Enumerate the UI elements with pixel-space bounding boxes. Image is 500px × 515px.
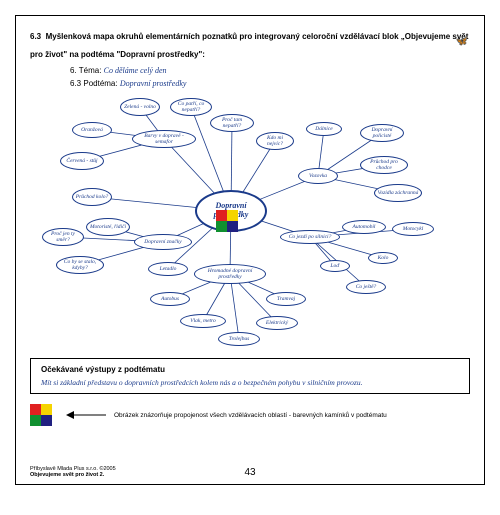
node-n28: Vlak, metro [180,314,226,328]
outcomes-text: Mít si základní představu o dopravních p… [41,378,459,387]
node-n10: Vozovka [298,168,338,184]
node-n21: Automobil [342,220,386,234]
node-n25: Co ještě? [346,280,386,294]
node-n23: Loď [320,260,350,272]
butterfly-icon: 🦋 [456,36,468,47]
center-four-squares-icon [216,210,244,232]
node-n22: Motocykl [392,222,434,236]
node-n11: Průchod pro chodce [360,156,408,174]
four-squares-icon [30,404,58,426]
node-n27: Tramvaj [266,292,306,306]
subtopic-num: 6.3 [70,79,81,88]
section-title: Myšlenková mapa okruhů elementárních poz… [30,32,468,59]
mindmap: Dopravní prostředkyZelená - volnoCo patř… [30,92,470,352]
topic-label: Téma: [79,66,102,75]
outcomes-title: Očekávané výstupy z podtématu [41,365,459,374]
node-n20: Co jezdí po silnici? [280,230,340,244]
node-n3: Oranžová [72,122,112,138]
footer-text: Obrázek znázorňuje propojenost všech vzd… [114,412,470,419]
node-n12: Vozidla záchranná [374,184,422,202]
node-n26: Autobus [150,292,190,306]
node-n24: Kolo [368,252,398,264]
node-n17: Co by se stalo, kdyby? [56,256,104,274]
arrow-icon [66,410,106,420]
footer-row: Obrázek znázorňuje propojenost všech vzd… [30,404,470,426]
node-n15: Dopravní značky [134,234,192,250]
node-n2: Co patří, co nepatří? [170,98,212,116]
node-n6: Kdo mi nejvíc? [256,132,294,150]
node-n18: Letadlo [148,262,188,276]
topic-value: Co děláme celý den [104,66,167,75]
node-n1: Zelená - volno [120,98,160,116]
node-n8: Dopravní policisté [360,124,404,142]
page: 6.3 Myšlenková mapa okruhů elementárních… [15,15,485,485]
node-n16: Proč jen ty směr? [42,228,84,246]
topic-num: 6. [70,66,77,75]
outcomes-box: Očekávané výstupy z podtématu Mít si zák… [30,358,470,394]
node-n29: Elektrický [256,316,298,330]
node-n13: Průchod kolo? [72,188,112,206]
page-number: 43 [16,467,484,478]
node-n30: Trolejbus [218,332,260,346]
node-n4: Barvy v dopravě - semafor [132,130,196,148]
section-header: 6.3 Myšlenková mapa okruhů elementárních… [30,26,470,62]
topic-row: 6. Téma: Co děláme celý den [70,66,470,75]
subtopic-value: Dopravní prostředky [120,79,187,88]
node-n19: Hromadné dopravní prostředky [194,264,266,284]
subtopic-label: Podtéma: [83,79,117,88]
node-n7: Dálnice [306,122,342,136]
subtopic-row: 6.3 Podtéma: Dopravní prostředky [70,79,470,88]
node-n5: Proč tam nepatří? [210,114,254,132]
node-n9: Červená - stůj [60,152,104,170]
node-n14: Motoristé, řidiči [86,218,130,236]
section-number: 6.3 [30,32,41,41]
